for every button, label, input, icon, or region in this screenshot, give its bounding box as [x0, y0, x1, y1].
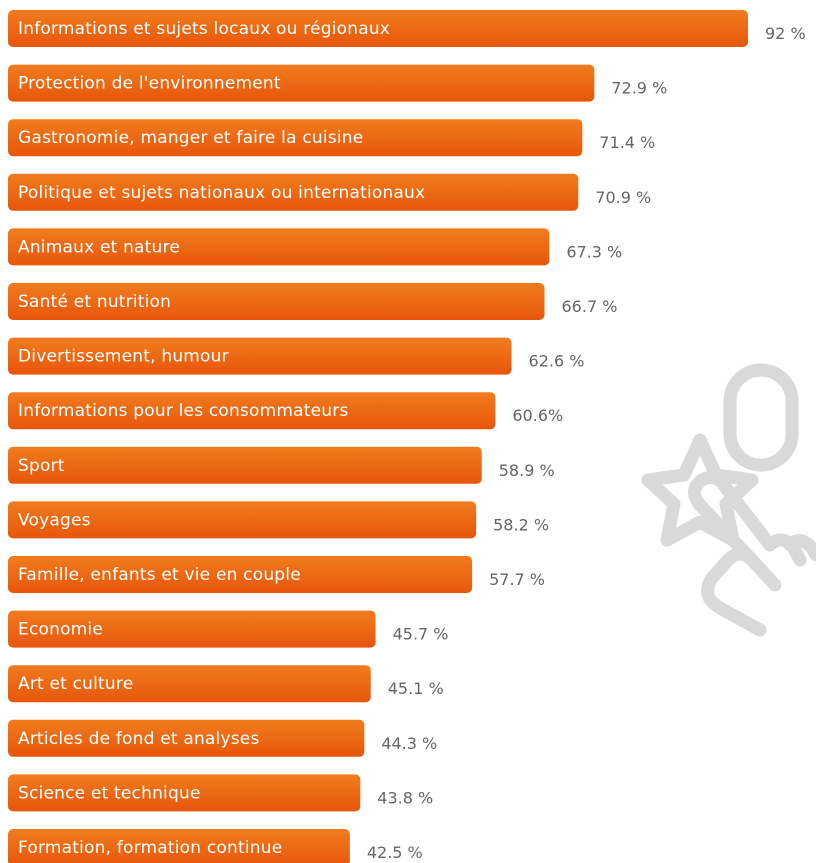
- value-label: 42.5 %: [367, 843, 423, 862]
- value-label: 45.7 %: [393, 625, 449, 644]
- category-label: Animaux et nature: [18, 237, 180, 257]
- category-label: Informations pour les consommateurs: [18, 401, 349, 421]
- bars-group: Informations et sujets locaux ou régiona…: [8, 10, 806, 863]
- category-label: Art et culture: [18, 674, 133, 694]
- value-label: 92 %: [765, 24, 806, 43]
- value-label: 45.1 %: [388, 679, 444, 698]
- category-label: Famille, enfants et vie en couple: [18, 565, 301, 585]
- value-label: 58.2 %: [493, 515, 549, 534]
- value-label: 70.9 %: [595, 188, 651, 207]
- category-label: Protection de l'environnement: [18, 74, 281, 94]
- category-label: Gastronomie, manger et faire la cuisine: [18, 128, 363, 148]
- category-label: Sport: [18, 456, 65, 476]
- category-label: Informations et sujets locaux ou régiona…: [18, 19, 390, 39]
- category-label: Articles de fond et analyses: [18, 729, 260, 749]
- category-label: Formation, formation continue: [18, 838, 282, 858]
- value-label: 62.6 %: [529, 352, 585, 371]
- value-label: 66.7 %: [562, 297, 618, 316]
- value-label: 60.6%: [512, 406, 563, 425]
- value-label: 72.9 %: [611, 79, 667, 98]
- category-label: Voyages: [18, 510, 91, 530]
- value-label: 58.9 %: [499, 461, 555, 480]
- category-label: Santé et nutrition: [18, 292, 171, 312]
- value-label: 43.8 %: [377, 788, 433, 807]
- value-label: 71.4 %: [599, 133, 655, 152]
- category-label: Politique et sujets nationaux ou interna…: [18, 183, 425, 203]
- category-label: Divertissement, humour: [18, 347, 229, 367]
- value-label: 67.3 %: [566, 242, 622, 261]
- value-label: 44.3 %: [381, 734, 437, 753]
- hand-with-star-icon: [648, 370, 816, 630]
- category-label: Economie: [18, 620, 103, 640]
- category-label: Science et technique: [18, 783, 201, 803]
- value-label: 57.7 %: [489, 570, 545, 589]
- bar: [8, 447, 482, 484]
